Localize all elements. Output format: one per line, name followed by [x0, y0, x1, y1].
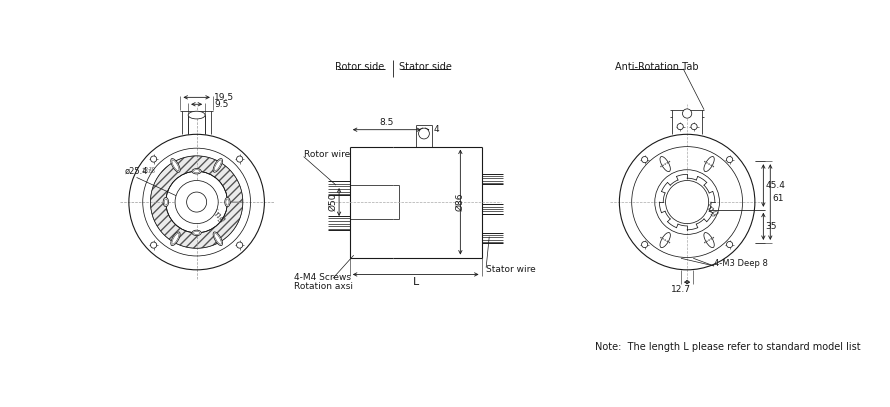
Text: 8.5: 8.5: [380, 118, 394, 127]
Text: 61: 61: [773, 195, 784, 204]
Text: 12.7: 12.7: [671, 285, 691, 294]
Circle shape: [660, 166, 661, 167]
Circle shape: [665, 163, 666, 165]
Ellipse shape: [225, 197, 231, 207]
Circle shape: [691, 124, 697, 130]
Text: Ø50: Ø50: [328, 193, 337, 211]
Circle shape: [708, 239, 710, 241]
Circle shape: [726, 241, 732, 247]
Text: Note:  The length L please refer to standard model list: Note: The length L please refer to stand…: [595, 342, 861, 352]
Circle shape: [683, 109, 692, 118]
Ellipse shape: [704, 232, 715, 247]
Circle shape: [237, 156, 243, 162]
Text: L: L: [413, 277, 419, 287]
Ellipse shape: [213, 232, 222, 245]
Ellipse shape: [163, 197, 168, 207]
Text: Rotation axsi: Rotation axsi: [295, 282, 353, 291]
Text: SenRing: SenRing: [193, 192, 228, 224]
Circle shape: [237, 242, 243, 248]
Text: 4-M4 Screws: 4-M4 Screws: [295, 273, 352, 282]
Ellipse shape: [213, 159, 222, 172]
Circle shape: [668, 161, 670, 162]
Circle shape: [710, 164, 712, 166]
Circle shape: [713, 237, 714, 239]
Circle shape: [708, 163, 710, 165]
Circle shape: [662, 238, 664, 240]
Circle shape: [667, 162, 668, 164]
Text: Stator wire: Stator wire: [486, 265, 536, 274]
Text: SenRing: SenRing: [685, 186, 720, 218]
Circle shape: [704, 242, 706, 243]
Circle shape: [706, 241, 708, 242]
Circle shape: [642, 157, 648, 163]
Ellipse shape: [704, 157, 715, 172]
Circle shape: [666, 181, 708, 223]
Circle shape: [662, 164, 664, 166]
Circle shape: [667, 241, 668, 242]
Text: Rotor wire: Rotor wire: [303, 150, 350, 159]
Circle shape: [150, 156, 157, 162]
Text: 35: 35: [765, 222, 777, 231]
Text: $^{+0.20}_{-0.00}$: $^{+0.20}_{-0.00}$: [142, 165, 157, 176]
Circle shape: [175, 181, 218, 223]
Text: Stator side: Stator side: [399, 62, 452, 72]
Circle shape: [660, 237, 661, 239]
Polygon shape: [150, 156, 243, 248]
Circle shape: [642, 241, 648, 247]
Text: 19.5: 19.5: [214, 93, 234, 102]
Ellipse shape: [171, 159, 180, 172]
Text: 4-M3 Deep 8: 4-M3 Deep 8: [714, 259, 768, 268]
Text: 9.5: 9.5: [214, 100, 229, 109]
Circle shape: [706, 162, 708, 164]
Ellipse shape: [660, 232, 670, 247]
Text: ø25.4: ø25.4: [125, 167, 148, 176]
Circle shape: [150, 242, 157, 248]
Ellipse shape: [660, 157, 670, 172]
Ellipse shape: [192, 168, 201, 174]
Text: Anti-Rotation Tab: Anti-Rotation Tab: [615, 62, 699, 72]
Circle shape: [665, 239, 666, 241]
Circle shape: [726, 157, 732, 163]
Circle shape: [668, 242, 670, 243]
Circle shape: [710, 238, 712, 240]
Text: Ø86: Ø86: [455, 193, 464, 211]
Ellipse shape: [192, 230, 201, 236]
Circle shape: [713, 166, 714, 167]
Circle shape: [418, 128, 429, 139]
Text: 45.4: 45.4: [765, 181, 786, 190]
Text: Rotor side: Rotor side: [336, 62, 384, 72]
Ellipse shape: [188, 111, 205, 119]
Text: 4: 4: [434, 125, 440, 134]
Ellipse shape: [171, 232, 180, 245]
Circle shape: [677, 124, 684, 130]
Circle shape: [704, 161, 706, 162]
